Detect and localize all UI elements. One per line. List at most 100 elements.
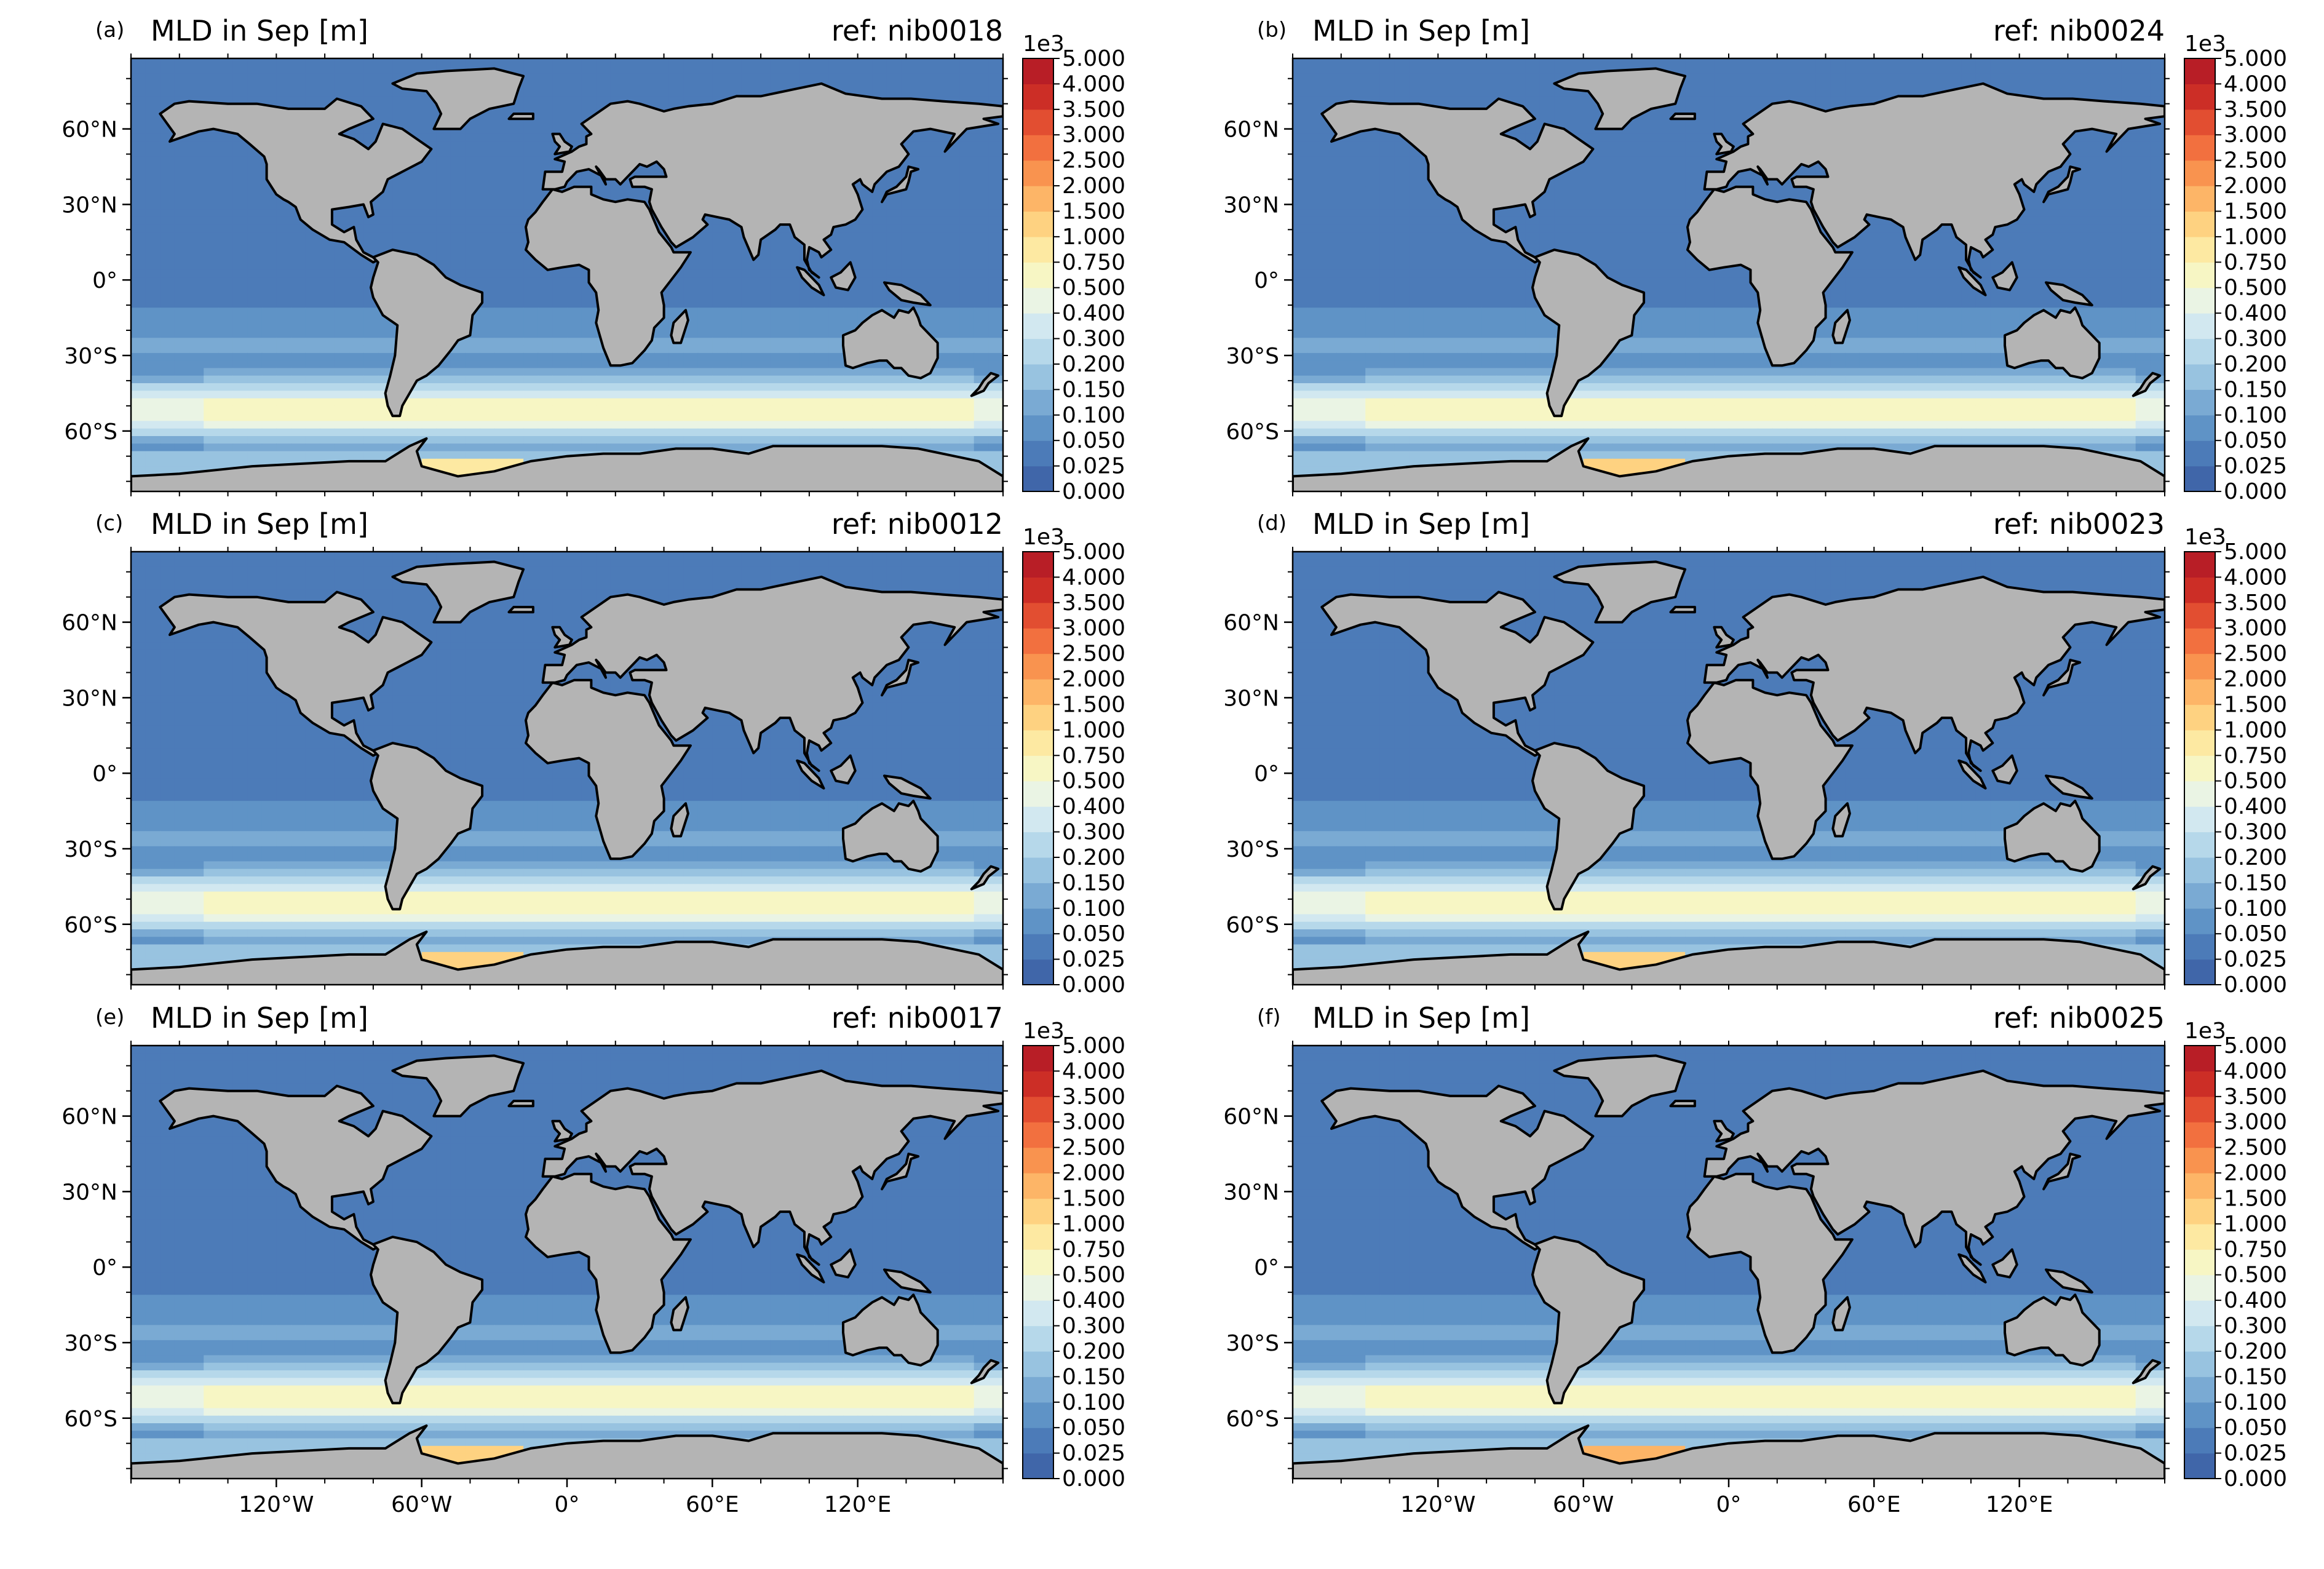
mld-cell (1729, 119, 1744, 127)
mld-cell (421, 172, 437, 180)
mld-cell (625, 391, 640, 399)
mld-cell (145, 330, 161, 339)
mld-cell (276, 247, 291, 256)
mld-cell (828, 66, 844, 74)
mld-cell (160, 164, 175, 172)
mld-cell (1772, 66, 1788, 74)
mld-cell (1525, 96, 1541, 105)
mld-cell (581, 398, 597, 407)
mld-cell (291, 345, 306, 354)
mld-cell (189, 58, 204, 67)
mld-cell (1685, 202, 1700, 210)
mld-cell (276, 368, 291, 376)
mld-cell (930, 322, 946, 331)
mld-cell (509, 133, 524, 142)
mld-cell (247, 436, 263, 445)
mld-cell (886, 66, 902, 74)
mld-cell (1554, 186, 1569, 195)
mld-cell (2150, 89, 2165, 97)
mld-cell (204, 89, 219, 97)
mld-cell (1539, 66, 1555, 74)
mld-cell (567, 383, 582, 392)
mld-cell (741, 413, 756, 422)
mld-cell (2034, 58, 2049, 67)
mld-cell (204, 202, 219, 210)
mld-cell (247, 330, 263, 339)
mld-cell (480, 338, 495, 346)
mld-cell (683, 269, 699, 278)
mld-cell (160, 194, 175, 203)
mld-cell (537, 383, 553, 392)
mld-cell (814, 315, 830, 324)
mld-cell (1394, 209, 1410, 218)
mld-cell (654, 421, 670, 429)
land-northAmerica (159, 97, 433, 264)
mld-cell (465, 209, 480, 218)
mld-cell (494, 202, 510, 210)
mld-cell (1830, 96, 1846, 105)
mld-cell (189, 216, 204, 225)
mld-cell (218, 451, 234, 459)
mld-cell (204, 360, 219, 369)
mld-cell (1481, 89, 1497, 97)
mld-cell (901, 66, 916, 74)
mld-cell (697, 96, 713, 105)
mld-cell (828, 398, 844, 407)
mld-cell (291, 375, 306, 384)
mld-cell (378, 421, 394, 429)
mld-cell (494, 224, 510, 233)
mld-cell (988, 224, 1003, 233)
mld-cell (174, 247, 190, 256)
mld-cell (1569, 186, 1584, 195)
mld-cell (160, 179, 175, 188)
mld-cell (1322, 179, 1337, 188)
mld-cell (625, 413, 640, 422)
mld-cell (1656, 202, 1672, 210)
mld-cell (2077, 81, 2093, 89)
mld-cell (204, 375, 219, 384)
mld-cell (232, 285, 248, 293)
mld-cell (843, 421, 859, 429)
mld-cell (1758, 186, 1773, 195)
mld-cell (509, 436, 524, 445)
mld-cell (450, 194, 466, 203)
mld-cell (567, 360, 582, 369)
mld-cell (1322, 141, 1337, 150)
mld-cell (1336, 172, 1352, 180)
mld-cell (160, 428, 175, 437)
mld-cell (1612, 149, 1628, 157)
mld-cell (261, 436, 277, 445)
mld-cell (247, 277, 263, 286)
mld-cell (785, 405, 800, 414)
mld-cell (204, 285, 219, 293)
mld-cell (1656, 149, 1672, 157)
mld-cell (785, 368, 800, 376)
mld-cell (1612, 164, 1628, 172)
mld-cell (1467, 58, 1482, 67)
mld-cell (988, 338, 1003, 346)
mld-cell (320, 292, 335, 301)
mld-cell (204, 179, 219, 188)
mld-cell (1903, 81, 1918, 89)
mld-cell (799, 436, 815, 445)
mld-cell (1743, 179, 1758, 188)
mld-cell (1336, 179, 1352, 188)
mld-cell (450, 383, 466, 392)
mld-cell (1598, 179, 1613, 188)
colorbar-frame (1022, 58, 1054, 492)
mld-cell (2077, 194, 2093, 203)
mld-cell (145, 285, 161, 293)
mld-cell (1699, 103, 1715, 112)
mld-cell (291, 239, 306, 248)
mld-cell (509, 428, 524, 437)
mld-cell (872, 285, 887, 293)
mld-cell (1569, 96, 1584, 105)
mld-cell (160, 413, 175, 422)
mld-cell (1641, 224, 1657, 233)
mld-cell (189, 322, 204, 331)
mld-cell (1859, 73, 1875, 82)
mld-cell (436, 164, 451, 172)
mld-cell (291, 436, 306, 445)
mld-cell (959, 436, 975, 445)
mld-cell (421, 428, 437, 437)
